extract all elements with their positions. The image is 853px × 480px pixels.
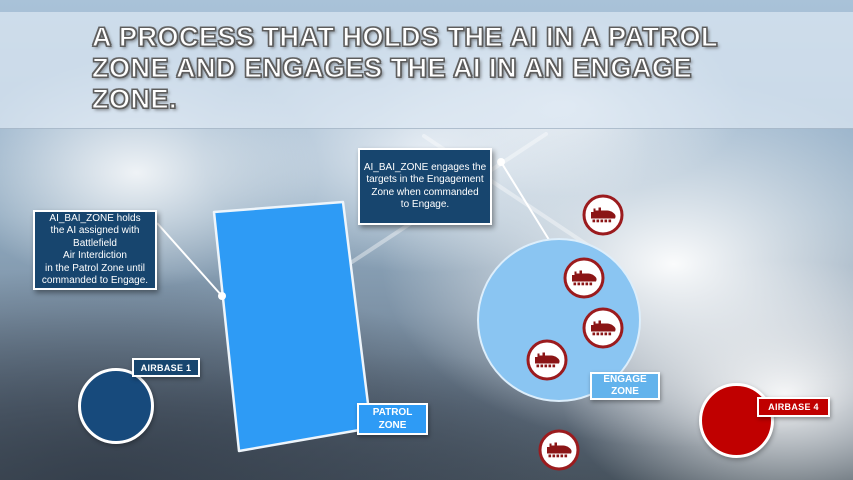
callout-engage: AI_BAI_ZONE engages the targets in the E… <box>358 148 492 225</box>
patrol-zone-shape <box>212 200 373 453</box>
patrol-zone-label: PATROL ZONE <box>357 403 428 435</box>
tank-icon <box>526 339 568 381</box>
airbase-4-label: AIRBASE 4 <box>757 397 830 417</box>
tank-icon <box>563 257 605 299</box>
tank-icon <box>582 307 624 349</box>
tank-icon <box>538 429 580 471</box>
engage-zone-label: ENGAGE ZONE <box>590 372 660 400</box>
connector-engage <box>500 161 552 244</box>
tank-icon <box>582 194 624 236</box>
connector-patrol <box>156 222 223 297</box>
connector-dot <box>497 158 505 166</box>
slide-title: A PROCESS THAT HOLDS THE AI IN A PATROL … <box>91 21 718 114</box>
airbase-1-circle <box>78 368 154 444</box>
airbase-1-label: AIRBASE 1 <box>132 358 200 377</box>
callout-patrol-hold: AI_BAI_ZONE holds the AI assigned with B… <box>33 210 157 290</box>
airbase-4-circle <box>699 383 774 458</box>
title-band <box>0 12 853 129</box>
connector-dot <box>218 292 226 300</box>
